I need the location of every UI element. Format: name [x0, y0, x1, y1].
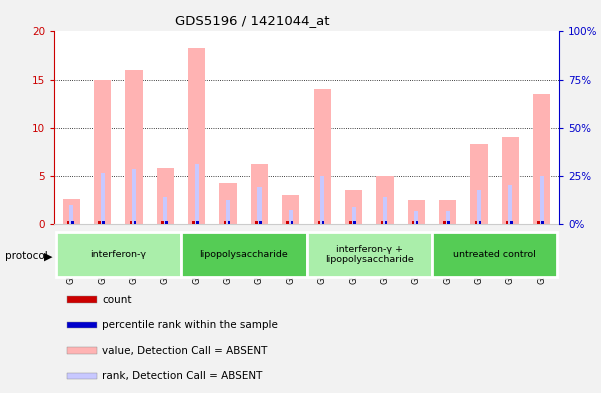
Bar: [67, 373, 97, 379]
Bar: [322, 220, 325, 224]
Text: value, Detection Call = ABSENT: value, Detection Call = ABSENT: [102, 345, 267, 356]
Bar: [157, 168, 174, 224]
Bar: [67, 322, 97, 328]
Bar: [63, 199, 80, 224]
Bar: [510, 220, 513, 224]
Bar: [99, 220, 101, 224]
Text: lipopolysaccharide: lipopolysaccharide: [200, 250, 288, 259]
Bar: [502, 137, 519, 224]
Bar: [197, 220, 199, 224]
Bar: [407, 200, 425, 224]
Bar: [475, 220, 477, 224]
Bar: [130, 220, 132, 224]
Text: ▶: ▶: [44, 251, 52, 261]
Bar: [56, 232, 181, 277]
Bar: [67, 347, 97, 354]
Bar: [71, 220, 73, 224]
Bar: [416, 220, 418, 224]
Bar: [163, 197, 168, 224]
Bar: [195, 164, 199, 224]
Bar: [349, 220, 352, 224]
Text: percentile rank within the sample: percentile rank within the sample: [102, 320, 278, 330]
Bar: [439, 200, 456, 224]
Text: interferon-γ: interferon-γ: [90, 250, 147, 259]
Bar: [94, 79, 111, 224]
Bar: [307, 232, 432, 277]
Bar: [443, 220, 446, 224]
Bar: [181, 232, 307, 277]
Bar: [345, 190, 362, 224]
Text: protocol: protocol: [5, 251, 47, 261]
Bar: [289, 209, 293, 224]
Bar: [477, 190, 481, 224]
Bar: [255, 220, 258, 224]
Bar: [287, 220, 289, 224]
Bar: [188, 48, 206, 224]
Bar: [259, 220, 261, 224]
Bar: [67, 296, 97, 303]
Bar: [314, 89, 331, 224]
Bar: [352, 207, 356, 224]
Bar: [508, 185, 513, 224]
Bar: [471, 144, 487, 224]
Bar: [537, 220, 540, 224]
Bar: [376, 176, 394, 224]
Bar: [447, 220, 450, 224]
Bar: [100, 173, 105, 224]
Bar: [132, 169, 136, 224]
Bar: [228, 220, 230, 224]
Bar: [385, 220, 387, 224]
Bar: [412, 220, 414, 224]
Bar: [251, 164, 268, 224]
Bar: [478, 220, 481, 224]
Bar: [383, 197, 387, 224]
Bar: [126, 70, 142, 224]
Bar: [192, 220, 195, 224]
Bar: [224, 220, 226, 224]
Bar: [445, 211, 450, 224]
Bar: [506, 220, 508, 224]
Bar: [226, 200, 230, 224]
Bar: [533, 94, 551, 224]
Bar: [257, 187, 261, 224]
Bar: [161, 220, 163, 224]
Bar: [318, 220, 320, 224]
Bar: [353, 220, 356, 224]
Bar: [134, 220, 136, 224]
Text: untreated control: untreated control: [453, 250, 536, 259]
Text: GDS5196 / 1421044_at: GDS5196 / 1421044_at: [175, 14, 330, 27]
Bar: [540, 176, 544, 224]
Bar: [165, 220, 168, 224]
Text: rank, Detection Call = ABSENT: rank, Detection Call = ABSENT: [102, 371, 263, 381]
Bar: [102, 220, 105, 224]
Bar: [219, 183, 237, 224]
Bar: [414, 211, 418, 224]
Bar: [282, 195, 299, 224]
Bar: [432, 232, 557, 277]
Bar: [290, 220, 293, 224]
Bar: [320, 176, 324, 224]
Bar: [380, 220, 383, 224]
Text: interferon-γ +
lipopolysaccharide: interferon-γ + lipopolysaccharide: [325, 245, 413, 264]
Bar: [69, 205, 73, 224]
Text: count: count: [102, 295, 132, 305]
Bar: [67, 220, 70, 224]
Bar: [542, 220, 544, 224]
